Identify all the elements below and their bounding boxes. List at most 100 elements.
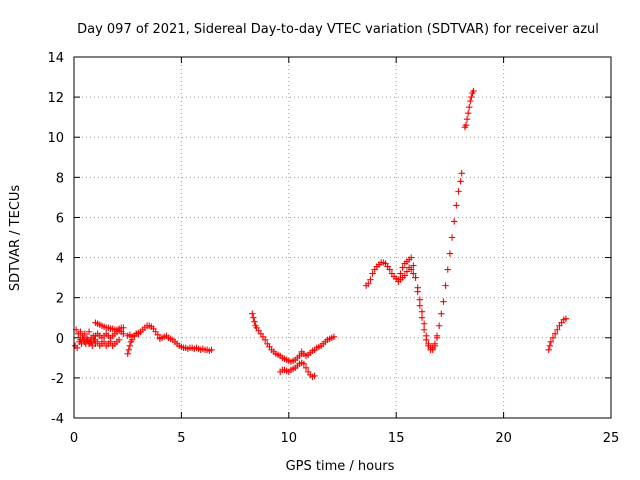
- data-point: [453, 202, 460, 209]
- data-points: [71, 87, 570, 381]
- data-point: [90, 336, 97, 343]
- data-point: [365, 280, 372, 287]
- data-point: [300, 360, 308, 368]
- data-point: [462, 121, 470, 129]
- data-point: [399, 264, 406, 271]
- data-point: [330, 333, 338, 340]
- y-tick-label: 10: [47, 131, 64, 146]
- data-point: [100, 338, 108, 345]
- data-point: [455, 188, 462, 195]
- data-point: [386, 266, 393, 273]
- x-tick-label: 25: [603, 431, 620, 446]
- data-point: [125, 346, 132, 354]
- data-point: [369, 270, 376, 277]
- data-point: [120, 330, 127, 337]
- data-point: [120, 324, 127, 331]
- data-point: [444, 266, 451, 273]
- data-point: [429, 344, 436, 352]
- data-point: [431, 340, 439, 347]
- data-point: [416, 296, 424, 303]
- data-point: [433, 332, 441, 339]
- data-point: [367, 276, 374, 283]
- y-tick-label: 2: [56, 292, 64, 307]
- x-tick-label: 15: [388, 431, 405, 446]
- data-point: [549, 334, 557, 341]
- data-point: [418, 314, 426, 321]
- data-point: [401, 272, 408, 279]
- data-point: [115, 336, 123, 343]
- data-point: [420, 320, 428, 327]
- data-point: [79, 334, 86, 341]
- data-point: [126, 342, 134, 349]
- data-point: [438, 310, 445, 317]
- data-point: [311, 372, 318, 380]
- data-point: [410, 270, 417, 277]
- plot-frame: [73, 56, 612, 419]
- data-point: [425, 340, 432, 347]
- data-point: [414, 284, 421, 291]
- data-point: [423, 332, 430, 339]
- data-point: [547, 338, 555, 345]
- y-tick-label: 14: [47, 51, 64, 66]
- data-point: [249, 310, 256, 317]
- data-point: [546, 342, 553, 349]
- data-point: [446, 250, 454, 257]
- y-tick-label: 8: [56, 171, 64, 186]
- data-point: [467, 97, 474, 105]
- x-tick-label: 10: [281, 431, 298, 446]
- y-axis-label: SDTVAR / TECUs: [8, 185, 23, 292]
- data-point: [435, 322, 443, 329]
- data-point: [302, 364, 310, 372]
- data-point: [403, 268, 411, 275]
- data-point: [397, 270, 404, 277]
- x-tick-label: 20: [495, 431, 512, 446]
- data-point: [408, 254, 415, 261]
- x-tick-labels: 0 5 10 15 20 25: [70, 431, 619, 446]
- data-point: [410, 262, 417, 269]
- y-tick-label: -2: [51, 372, 64, 387]
- data-point: [89, 342, 96, 349]
- y-tick-labels: -4 -2 0 2 4 6 8 10 12 14: [47, 51, 64, 427]
- data-point: [468, 93, 475, 101]
- data-point: [416, 302, 424, 309]
- data-point: [77, 328, 84, 335]
- data-point: [448, 234, 456, 241]
- data-point: [554, 326, 561, 333]
- data-point: [463, 115, 471, 123]
- x-tick-label: 5: [177, 431, 185, 446]
- data-point: [261, 336, 269, 343]
- data-point: [457, 178, 464, 185]
- data-point: [442, 282, 449, 289]
- data-point: [464, 109, 472, 117]
- data-point: [135, 329, 142, 336]
- data-point: [562, 315, 570, 322]
- data-point: [420, 326, 428, 333]
- data-point: [81, 330, 88, 337]
- data-point: [85, 328, 93, 335]
- data-point: [466, 103, 473, 111]
- y-tick-label: -4: [51, 412, 64, 427]
- x-tick-label: 0: [70, 431, 78, 446]
- data-point: [94, 338, 101, 345]
- data-point: [440, 298, 447, 305]
- y-tick-label: 0: [56, 332, 64, 347]
- data-point: [458, 170, 465, 177]
- y-tick-label: 6: [56, 211, 64, 226]
- data-point: [412, 274, 419, 281]
- data-point: [408, 266, 415, 273]
- data-point: [124, 350, 131, 358]
- y-tick-label: 4: [56, 252, 64, 267]
- chart-title: Day 097 of 2021, Sidereal Day-to-day VTE…: [77, 22, 599, 37]
- data-point: [74, 344, 81, 352]
- data-point: [83, 336, 91, 343]
- data-point: [418, 308, 426, 315]
- data-point: [208, 346, 215, 354]
- y-tick-label: 12: [47, 91, 64, 106]
- axis-ticks: [73, 56, 612, 419]
- data-point: [250, 314, 257, 321]
- data-point: [450, 218, 458, 225]
- data-point: [470, 87, 477, 95]
- data-point: [545, 346, 552, 354]
- data-point: [251, 318, 258, 325]
